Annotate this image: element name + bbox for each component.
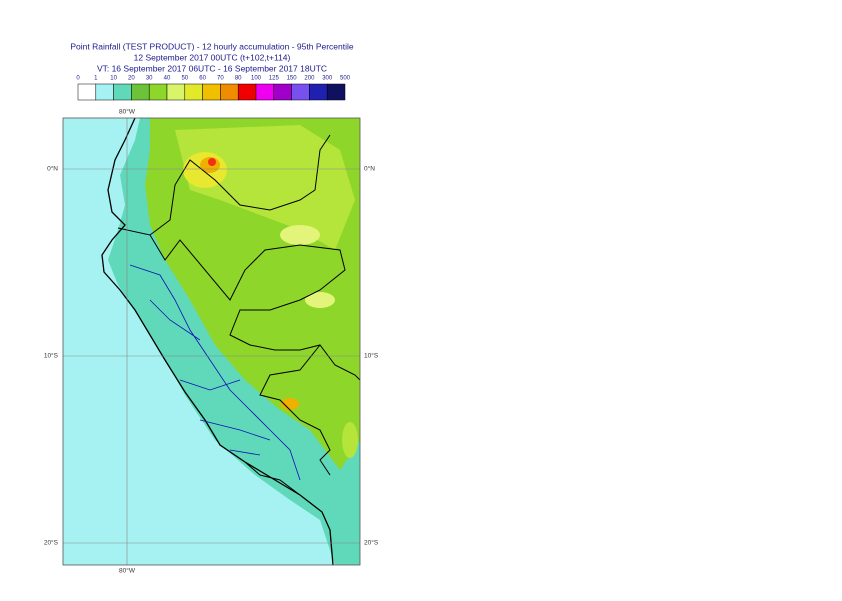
rain-blob [208, 158, 216, 166]
legend-swatch [220, 83, 239, 101]
land-field-high [175, 125, 355, 250]
legend-swatch [326, 83, 346, 101]
legend-swatch [291, 83, 310, 101]
legend-swatch [166, 83, 186, 101]
subtitle-run: 12 September 2017 00UTC (t+102,t+114) [134, 52, 291, 62]
legend-label: 30 [146, 76, 153, 82]
lat-label: 10°S [44, 352, 59, 360]
lon-label: 80°W [119, 567, 136, 575]
legend-swatch [255, 83, 275, 101]
region-borders [129, 264, 301, 481]
legend-label: 60 [199, 76, 206, 82]
legend-label: 10 [110, 76, 117, 82]
rain-blob [305, 292, 335, 308]
subtitle-valid: VT: 16 September 2017 06UTC - 16 Septemb… [97, 63, 327, 73]
legend-label: 150 [287, 76, 298, 82]
country-borders [117, 134, 360, 496]
lat-label: 0°N [364, 165, 375, 173]
legend-label: 50 [181, 76, 188, 82]
lat-label: 0°N [47, 165, 58, 173]
legend-swatch [237, 83, 257, 101]
legend-label: 80 [235, 76, 242, 82]
legend-swatch [184, 83, 203, 101]
legend-label: 20 [128, 76, 135, 82]
legend-swatch [309, 83, 328, 101]
legend-label: 200 [304, 76, 315, 82]
legend-swatch [113, 83, 132, 101]
lat-label: 20°S [364, 539, 379, 547]
legend-swatch [77, 83, 97, 101]
title: Point Rainfall (TEST PRODUCT) - 12 hourl… [70, 41, 354, 51]
map-field [63, 118, 360, 565]
lat-label: 20°S [44, 539, 59, 547]
legend-label: 100 [251, 76, 262, 82]
legend-swatch [148, 83, 168, 101]
rain-blob [342, 422, 358, 458]
legend-swatch [131, 83, 150, 101]
map-frame [62, 117, 361, 566]
legend-swatch [202, 83, 221, 101]
legend-label: 125 [269, 76, 280, 82]
legend-label: 1 [94, 76, 98, 82]
rain-blob [281, 398, 299, 410]
legend-label: 0 [76, 76, 80, 82]
legend-label: 70 [217, 76, 224, 82]
legend-swatch [95, 83, 114, 101]
legend-swatch [273, 83, 292, 101]
graticule [63, 118, 360, 565]
lat-label: 10°S [364, 352, 379, 360]
rain-blob [280, 225, 320, 245]
legend-label: 40 [164, 76, 171, 82]
legend: 0 1 10 20 30 40 50 60 70 80 100 125 150 200 300 500 [76, 76, 351, 101]
legend-label: 300 [322, 76, 333, 82]
coastline [101, 118, 334, 565]
lon-label: 80°W [119, 108, 136, 116]
legend-label: 500 [340, 76, 351, 82]
